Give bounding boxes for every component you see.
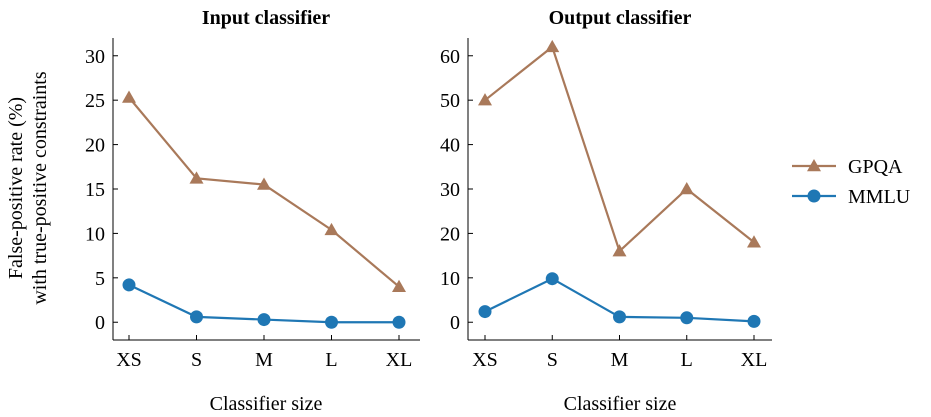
y-tick-label: 40: [440, 135, 460, 157]
y-tick-label: 20: [85, 135, 105, 157]
data-point-mmlu: [392, 315, 406, 329]
legend-label: GPQA: [848, 156, 903, 178]
x-tick-label: S: [547, 349, 558, 371]
legend-item-gpqa: GPQA: [792, 156, 903, 178]
data-point-gpqa: [545, 39, 560, 53]
x-tick-label: L: [681, 349, 693, 371]
y-tick-label: 30: [440, 179, 460, 201]
series-line-gpqa: [128, 96, 400, 288]
x-ticks: XS S M L XL: [116, 335, 412, 371]
x-tick-label: L: [325, 349, 337, 371]
y-axis-label: False-positive rate (%) with true-positi…: [5, 71, 51, 305]
x-axis-label: Classifier size: [210, 393, 323, 415]
x-tick-label: XL: [741, 349, 768, 371]
series-gpqa: [122, 90, 406, 292]
y-tick-label: 20: [440, 223, 460, 245]
y-tick-label: 5: [95, 268, 105, 290]
y-tick-label: 30: [85, 46, 105, 68]
y-ticks: 0 10 20 30 40 50 60: [440, 46, 473, 334]
data-point-gpqa: [122, 90, 136, 103]
x-tick-label: XS: [116, 349, 142, 371]
x-axis-label: Classifier size: [564, 393, 677, 415]
x-tick-label: XL: [386, 349, 413, 371]
x-ticks: XS S M L XL: [472, 335, 767, 371]
data-point-mmlu: [122, 278, 136, 292]
y-axis-label-line-1: False-positive rate (%): [5, 97, 27, 279]
data-point-mmlu: [190, 310, 203, 324]
data-point-gpqa: [747, 235, 761, 248]
series-mmlu: [122, 278, 406, 329]
panel-title: Output classifier: [549, 7, 692, 29]
y-ticks: 0 5 10 15 20 25 30: [85, 46, 118, 334]
x-tick-label: S: [191, 349, 202, 371]
data-point-gpqa: [478, 93, 492, 106]
series-layer: [478, 39, 761, 328]
data-point-gpqa: [324, 222, 339, 236]
legend-marker: [807, 189, 821, 203]
data-point-mmlu: [257, 313, 271, 327]
data-point-mmlu: [747, 314, 761, 328]
input-classifier-panel: Input classifier 0 5 10 15 20 25 30 XS S M L XL Cl…: [85, 7, 420, 415]
x-tick-label: XS: [472, 349, 498, 371]
x-tick-label: M: [255, 349, 273, 371]
y-tick-label: 15: [85, 179, 105, 201]
legend-label: MMLU: [848, 186, 911, 208]
data-point-mmlu: [613, 310, 626, 324]
data-point-mmlu: [478, 305, 492, 319]
y-tick-label: 60: [440, 46, 460, 68]
y-tick-label: 50: [440, 90, 460, 112]
series-mmlu: [478, 272, 761, 328]
legend-marker: [807, 159, 821, 172]
legend-item-mmlu: MMLU: [792, 186, 911, 208]
y-tick-label: 0: [450, 312, 460, 334]
series-line-gpqa: [484, 45, 755, 254]
legend: GPQA MMLU: [792, 156, 911, 208]
data-point-gpqa: [679, 182, 694, 195]
data-point-gpqa: [612, 244, 627, 257]
data-point-mmlu: [680, 311, 694, 325]
y-tick-label: 10: [85, 223, 105, 245]
data-point-mmlu: [545, 272, 559, 286]
y-tick-label: 0: [95, 312, 105, 334]
series-layer: [122, 90, 406, 329]
series-gpqa: [478, 39, 761, 257]
data-point-gpqa: [189, 171, 204, 184]
data-point-mmlu: [325, 315, 338, 329]
panel-title: Input classifier: [202, 7, 330, 29]
y-axis-label-line-2: with true-positive constraints: [29, 71, 51, 305]
y-tick-label: 10: [440, 268, 460, 290]
x-tick-label: M: [611, 349, 629, 371]
data-point-gpqa: [257, 177, 271, 190]
data-point-gpqa: [392, 279, 406, 292]
y-tick-label: 25: [85, 90, 105, 112]
